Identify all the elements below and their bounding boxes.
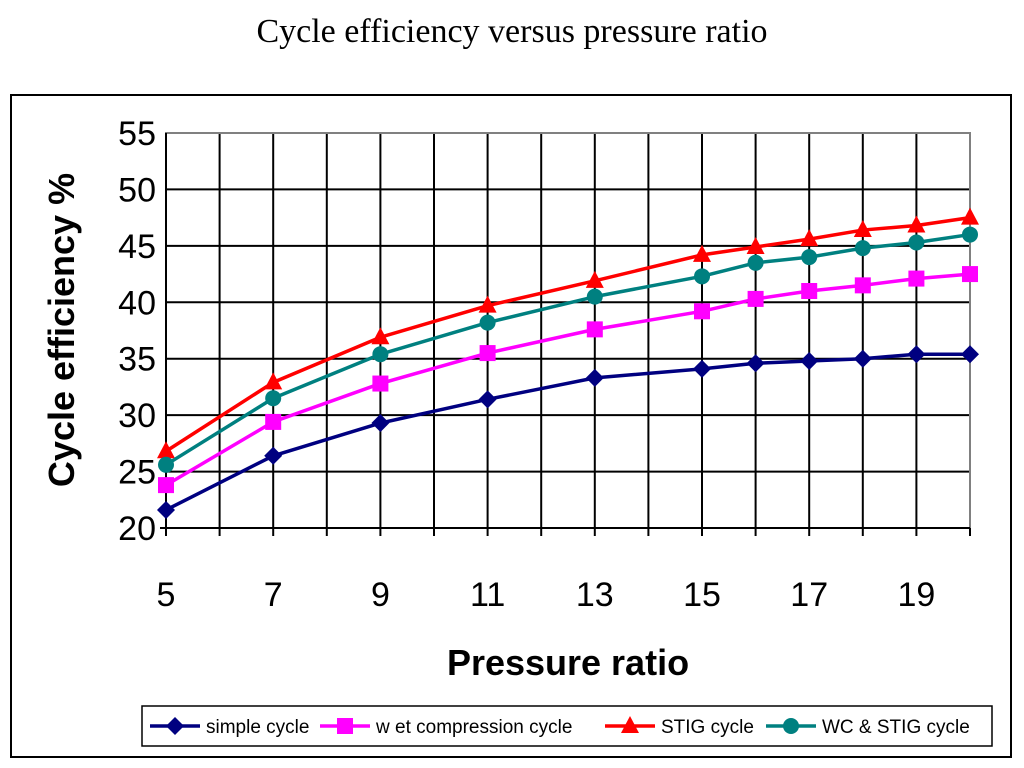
y-tick-label: 20	[118, 510, 156, 548]
y-tick-label: 55	[118, 115, 156, 153]
plot-area	[165, 132, 971, 529]
y-tick-label: 45	[118, 228, 156, 266]
data-point-series-2	[962, 266, 978, 283]
data-point-series-1	[800, 351, 819, 370]
y-tick-label: 30	[118, 397, 156, 435]
slide-title: Cycle efficiency versus pressure ratio	[256, 13, 768, 50]
data-point-series-2	[586, 321, 603, 338]
legend-marker	[337, 718, 353, 734]
x-tick-label: 17	[790, 576, 828, 614]
data-point-series-2	[372, 375, 389, 392]
y-tick-label: 25	[118, 454, 156, 492]
legend-label: WC & STIG cycle	[822, 717, 970, 738]
series-line-4	[165, 232, 971, 467]
data-point-series-4	[747, 254, 764, 271]
x-tick-label: 5	[157, 576, 176, 614]
data-point-series-2	[694, 303, 710, 320]
data-point-series-2	[908, 270, 925, 287]
data-point-series-1	[693, 359, 711, 378]
data-point-series-4	[801, 249, 818, 266]
data-point-series-4	[158, 456, 174, 473]
data-point-series-2	[265, 413, 282, 430]
data-point-series-4	[372, 346, 389, 363]
legend-marker	[621, 716, 639, 733]
data-point-series-3	[907, 215, 926, 233]
data-point-series-3	[800, 229, 819, 247]
data-point-series-1	[478, 390, 497, 409]
y-axis-title: Cycle efficiency %	[41, 173, 82, 487]
y-tick-label: 35	[118, 341, 156, 379]
data-point-series-1	[264, 446, 283, 465]
x-tick-label: 13	[576, 576, 614, 614]
data-point-series-4	[265, 390, 282, 407]
data-point-series-1	[585, 368, 604, 387]
data-point-series-4	[854, 240, 871, 257]
data-point-series-2	[479, 345, 496, 362]
data-point-series-3	[478, 295, 497, 313]
data-point-series-4	[479, 314, 496, 331]
chart-frame	[10, 94, 1012, 758]
data-point-series-4	[586, 288, 603, 305]
data-point-series-2	[747, 290, 764, 307]
data-point-series-2	[158, 477, 174, 494]
legend-label: w et compression cycle	[375, 717, 572, 738]
x-tick-label: 15	[683, 576, 721, 614]
data-point-series-3	[853, 220, 872, 238]
data-point-series-3	[746, 236, 765, 254]
y-tick-label: 40	[118, 284, 156, 322]
data-point-series-1	[157, 500, 175, 519]
data-point-series-1	[907, 345, 926, 364]
data-point-series-2	[801, 283, 818, 299]
data-point-series-4	[908, 234, 925, 251]
x-axis-title: Pressure ratio	[447, 642, 689, 683]
data-point-series-1	[371, 414, 390, 433]
legend-marker	[783, 718, 799, 734]
x-tick-label: 7	[264, 576, 283, 614]
data-point-series-4	[962, 226, 978, 243]
data-point-series-3	[264, 372, 283, 390]
data-point-series-3	[585, 270, 604, 288]
data-point-series-3	[961, 207, 979, 225]
legend-box	[141, 705, 993, 747]
data-point-series-3	[693, 244, 711, 262]
data-point-series-3	[157, 441, 175, 459]
x-tick-label: 9	[371, 576, 390, 614]
data-point-series-1	[961, 345, 979, 364]
data-point-series-3	[371, 327, 390, 345]
x-tick-label: 19	[897, 576, 935, 614]
legend-label: STIG cycle	[661, 717, 754, 738]
legend-marker	[166, 717, 184, 735]
data-point-series-2	[854, 277, 871, 294]
y-tick-label: 50	[118, 171, 156, 209]
legend-label: simple cycle	[206, 717, 309, 738]
x-tick-label: 11	[470, 576, 505, 614]
data-point-series-1	[853, 349, 872, 368]
data-point-series-4	[694, 268, 710, 285]
data-point-series-1	[746, 354, 765, 373]
